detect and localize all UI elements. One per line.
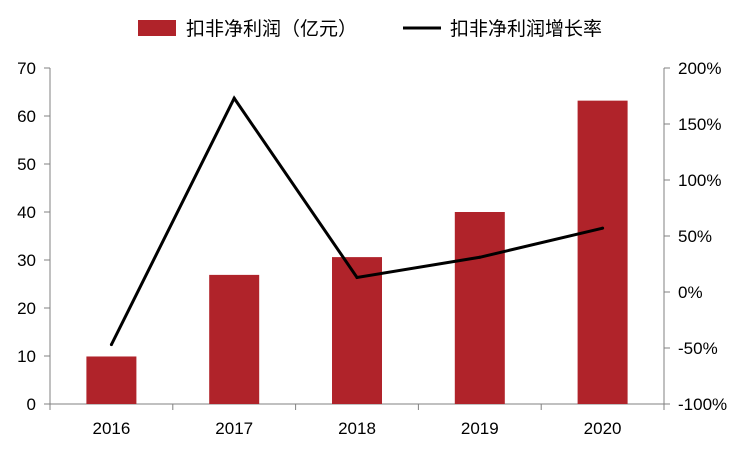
right-tick-label: -50% — [678, 339, 718, 358]
bar — [332, 257, 382, 404]
right-tick-label: 50% — [678, 227, 712, 246]
right-tick-label: 200% — [678, 59, 721, 78]
right-tick-label: -100% — [678, 395, 727, 414]
left-tick-label: 50 — [17, 155, 36, 174]
line-point — [601, 226, 605, 230]
line-point — [109, 343, 113, 347]
legend: 扣非净利润（亿元） 扣非净利润增长率 — [138, 18, 602, 40]
right-tick-label: 100% — [678, 171, 721, 190]
x-tick-label: 2016 — [92, 419, 130, 438]
left-tick-label: 70 — [17, 59, 36, 78]
left-tick-label: 20 — [17, 299, 36, 318]
legend-bar-swatch — [138, 20, 176, 36]
left-axis-ticks: 0 10 20 30 40 50 60 70 — [17, 59, 50, 414]
x-axis-ticks: 2016 2017 2018 2019 2020 — [49, 404, 665, 438]
right-tick-label: 150% — [678, 115, 721, 134]
bar-series — [86, 100, 628, 404]
line-point — [478, 255, 482, 259]
bar — [454, 212, 505, 404]
left-tick-label: 10 — [17, 347, 36, 366]
left-tick-label: 30 — [17, 251, 36, 270]
right-axis-ticks: -100% -50% 0% 50% 100% 150% 200% — [664, 59, 727, 414]
right-tick-label: 0% — [678, 283, 703, 302]
x-tick-label: 2020 — [584, 419, 622, 438]
legend-line-label: 扣非净利润增长率 — [450, 18, 602, 40]
line-point — [232, 96, 236, 100]
x-tick-label: 2018 — [338, 419, 376, 438]
left-tick-label: 40 — [17, 203, 36, 222]
line-series — [109, 95, 605, 347]
x-tick-label: 2017 — [215, 419, 253, 438]
legend-bar-label: 扣非净利润（亿元） — [186, 18, 357, 40]
line-point — [355, 275, 359, 279]
bar — [577, 100, 628, 404]
bar — [209, 274, 260, 404]
bar — [86, 356, 137, 404]
x-tick-label: 2019 — [461, 419, 499, 438]
left-tick-label: 60 — [17, 107, 36, 126]
left-tick-label: 0 — [27, 395, 36, 414]
